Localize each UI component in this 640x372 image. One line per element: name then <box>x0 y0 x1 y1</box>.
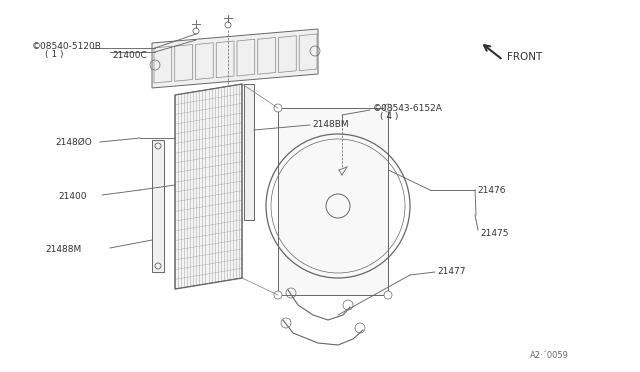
Text: ( 4 ): ( 4 ) <box>380 112 398 121</box>
Text: 21475: 21475 <box>480 228 509 237</box>
Text: 2148BM: 2148BM <box>312 119 349 128</box>
Circle shape <box>384 291 392 299</box>
Circle shape <box>384 104 392 112</box>
Circle shape <box>274 291 282 299</box>
Text: A2·´0059: A2·´0059 <box>530 350 569 359</box>
Text: 21400C: 21400C <box>112 51 147 60</box>
Polygon shape <box>244 84 254 220</box>
Text: ( 1 ): ( 1 ) <box>45 49 63 58</box>
Text: 21477: 21477 <box>437 267 465 276</box>
Polygon shape <box>175 84 242 289</box>
Polygon shape <box>278 108 388 295</box>
Text: ©08540-5120B: ©08540-5120B <box>32 42 102 51</box>
Text: 21488M: 21488M <box>45 246 81 254</box>
Text: ©08543-6152A: ©08543-6152A <box>373 103 443 112</box>
Text: FRONT: FRONT <box>507 52 542 62</box>
Polygon shape <box>152 29 318 88</box>
Text: 21476: 21476 <box>477 186 506 195</box>
Text: 21400: 21400 <box>58 192 86 201</box>
Text: 2148ØO: 2148ØO <box>55 138 92 147</box>
Polygon shape <box>152 140 164 272</box>
Circle shape <box>274 104 282 112</box>
